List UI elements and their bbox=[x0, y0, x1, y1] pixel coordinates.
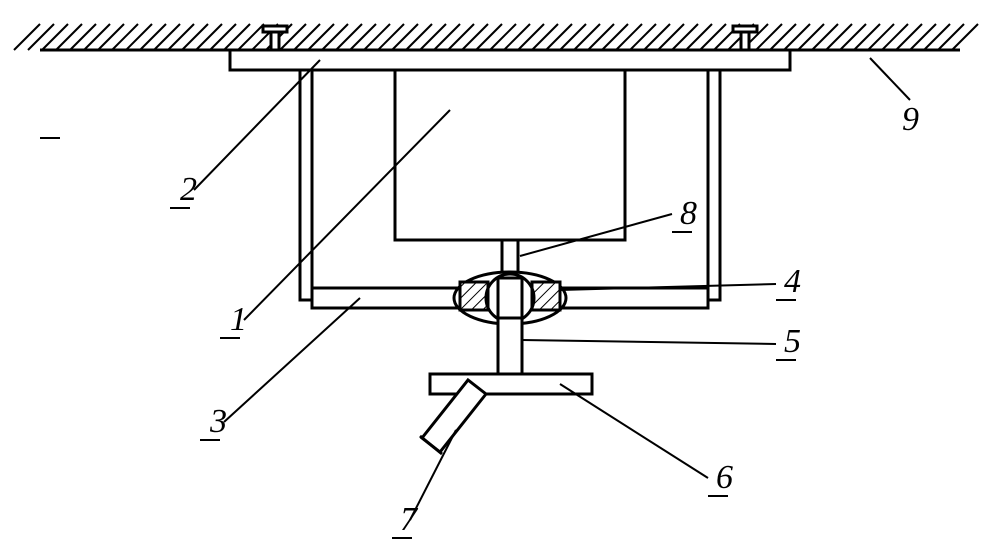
disc bbox=[430, 374, 592, 394]
bearing-block-right bbox=[532, 282, 560, 310]
motor-body bbox=[395, 70, 625, 240]
label-7: 7 bbox=[400, 501, 419, 538]
label-6: 6 bbox=[716, 459, 733, 496]
label-4: 4 bbox=[784, 263, 801, 300]
ceiling-hatch bbox=[14, 24, 978, 50]
label-8: 8 bbox=[680, 195, 697, 232]
label-5: 5 bbox=[784, 323, 801, 360]
cross-bar-left bbox=[312, 288, 460, 308]
label-1: 1 bbox=[230, 301, 247, 338]
diagram-svg: 9 2 1 3 8 4 5 6 7 bbox=[0, 0, 1000, 556]
leader-6 bbox=[560, 384, 708, 478]
label-9: 9 bbox=[902, 101, 919, 138]
leader-9 bbox=[870, 58, 910, 100]
hanger-leg-left bbox=[300, 70, 312, 300]
label-2: 2 bbox=[180, 171, 197, 208]
shaft-lower bbox=[498, 318, 522, 374]
shaft-through-bearing bbox=[498, 278, 522, 318]
bearing-block-left bbox=[460, 282, 488, 310]
cross-bar-right bbox=[560, 288, 708, 308]
hanger-leg-right bbox=[708, 70, 720, 300]
leader-5 bbox=[522, 340, 776, 344]
label-3: 3 bbox=[209, 403, 227, 440]
